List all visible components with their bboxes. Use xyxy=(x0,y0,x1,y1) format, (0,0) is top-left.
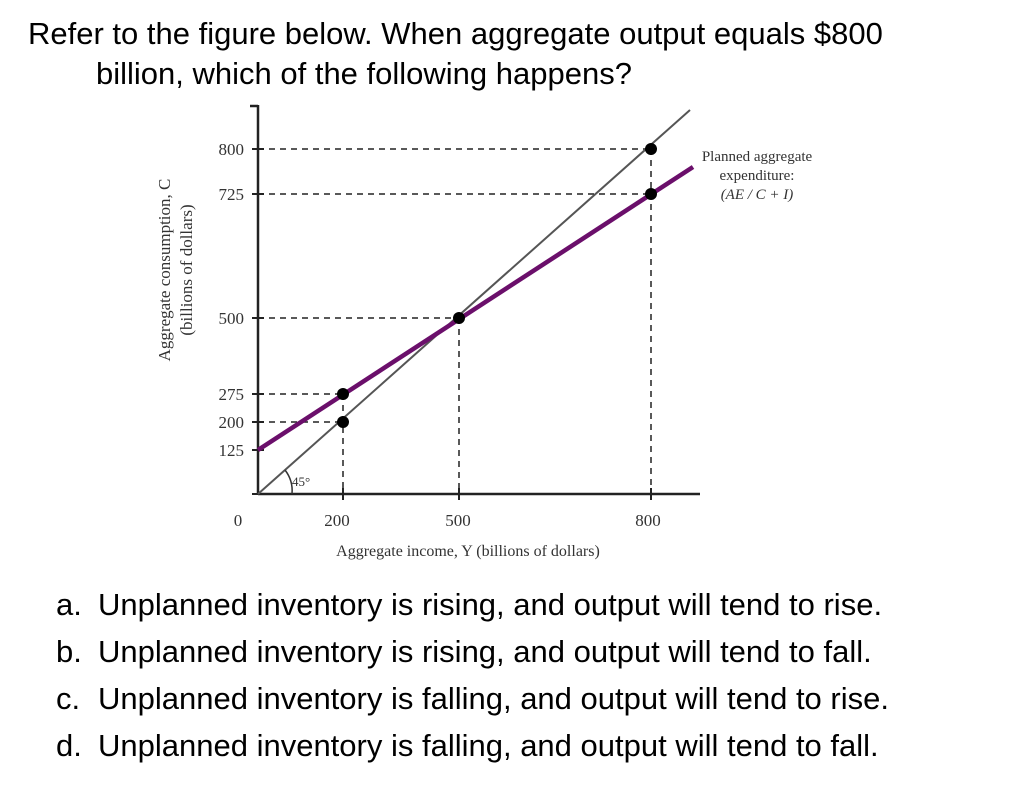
45-degree-line xyxy=(257,109,691,495)
option-c[interactable]: c. Unplanned inventory is falling, and o… xyxy=(56,681,889,717)
planned-ae-line xyxy=(256,165,695,452)
marked-points xyxy=(337,143,657,428)
x-tick-0: 0 xyxy=(234,511,243,530)
x-axis-label: Aggregate income, Y (billions of dollars… xyxy=(336,543,600,560)
y-tick-200: 200 xyxy=(219,413,245,432)
option-text: Unplanned inventory is falling, and outp… xyxy=(98,681,889,716)
angle-label: 45° xyxy=(292,474,310,489)
option-letter: c. xyxy=(56,681,81,716)
option-letter: d. xyxy=(56,728,82,763)
y-tick-125: 125 xyxy=(219,441,245,460)
y-axis-label-line1: Aggregate consumption, C xyxy=(155,179,174,362)
y-tick-725: 725 xyxy=(219,185,245,204)
question-line-1: Refer to the figure below. When aggregat… xyxy=(28,16,883,51)
angle-arc xyxy=(284,469,293,495)
option-text: Unplanned inventory is rising, and outpu… xyxy=(98,634,872,669)
option-text: Unplanned inventory is rising, and outpu… xyxy=(98,587,883,622)
option-letter: a. xyxy=(56,587,82,622)
x-tick-200: 200 xyxy=(324,511,350,530)
option-letter: b. xyxy=(56,634,82,669)
question-line-2: billion, which of the following happens? xyxy=(96,56,632,91)
x-tick-500: 500 xyxy=(445,511,471,530)
y-ticks xyxy=(252,148,652,500)
y-axis-label-line2: (billions of dollars) xyxy=(177,204,196,335)
ae-legend-line3: (AE / C + I) xyxy=(721,187,794,203)
option-b[interactable]: b. Unplanned inventory is rising, and ou… xyxy=(56,634,872,670)
y-tick-800: 800 xyxy=(219,140,245,159)
x-tick-800: 800 xyxy=(635,511,661,530)
y-tick-275: 275 xyxy=(219,385,245,404)
ae-legend-line2: expenditure: xyxy=(720,168,795,184)
option-text: Unplanned inventory is falling, and outp… xyxy=(98,728,879,763)
y-tick-500: 500 xyxy=(219,309,245,328)
aggregate-expenditure-chart: Aggregate consumption, C (billions of do… xyxy=(155,104,813,560)
dashed-guides xyxy=(258,148,652,494)
option-d[interactable]: d. Unplanned inventory is falling, and o… xyxy=(56,728,879,764)
axes xyxy=(250,104,700,496)
ae-legend-line1: Planned aggregate xyxy=(702,149,813,165)
option-a[interactable]: a. Unplanned inventory is rising, and ou… xyxy=(56,587,882,623)
